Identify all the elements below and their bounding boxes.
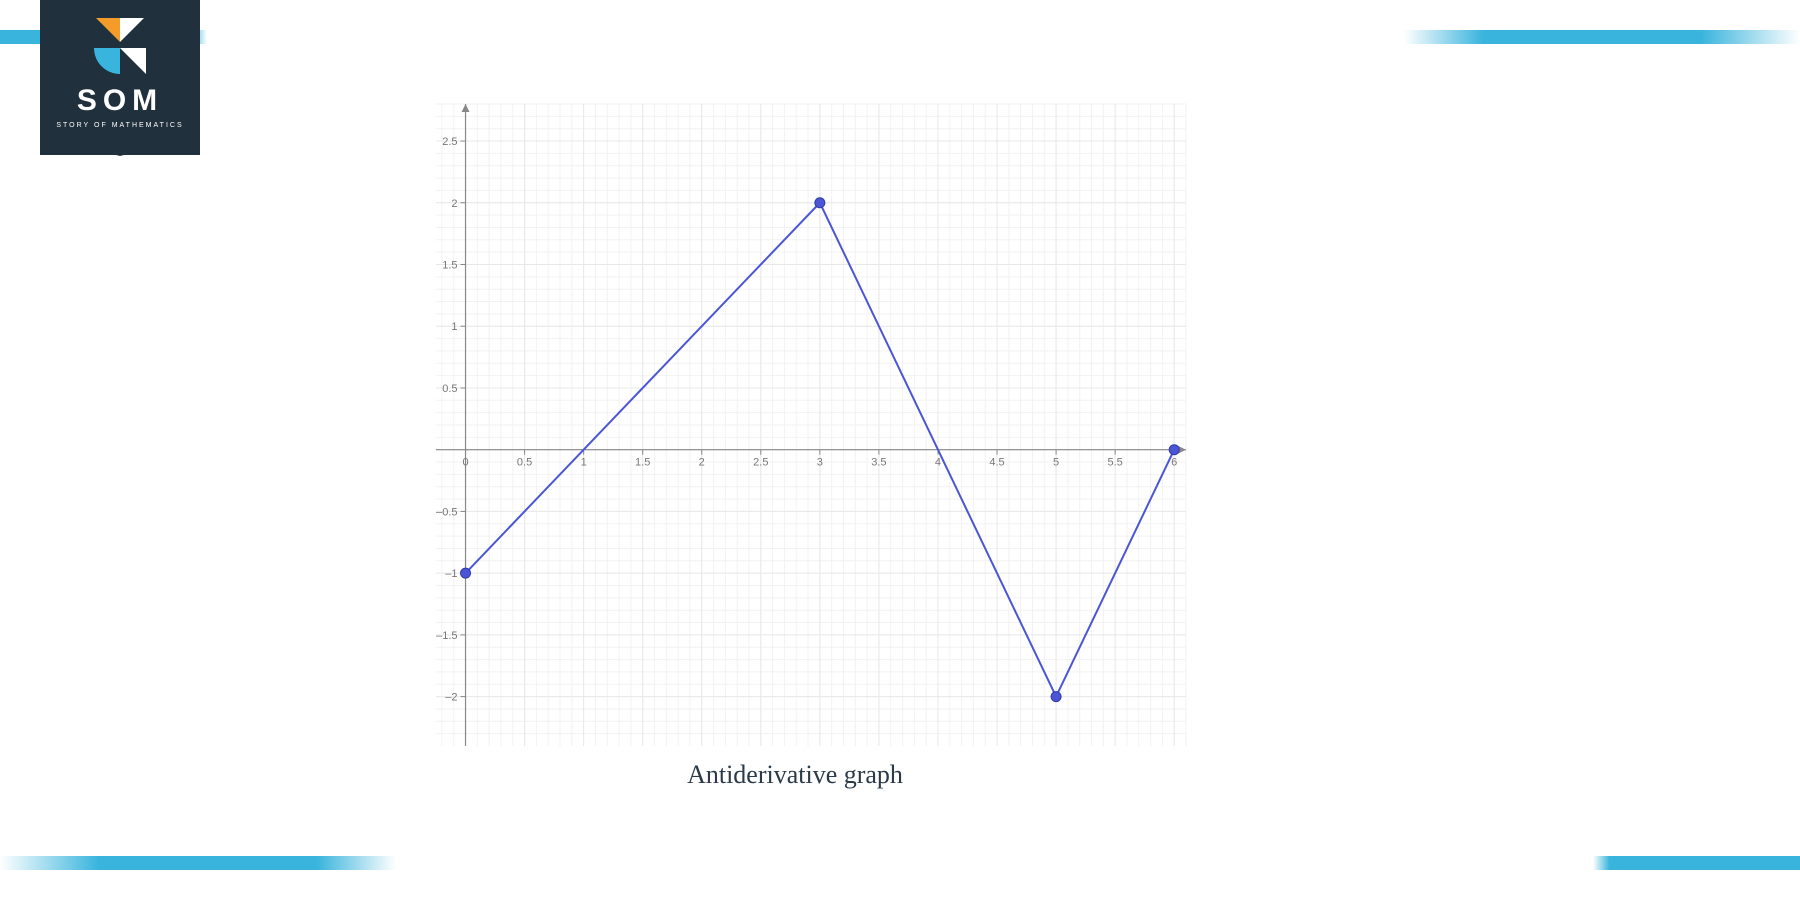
svg-text:1.5: 1.5 [635,457,650,469]
svg-text:5.5: 5.5 [1107,457,1122,469]
svg-text:3: 3 [817,457,823,469]
svg-text:–2: –2 [445,692,457,704]
svg-text:2.5: 2.5 [442,136,457,148]
badge-body: SOM STORY OF MATHEMATICS [40,0,200,155]
svg-text:2.5: 2.5 [753,457,768,469]
svg-text:–1: –1 [445,568,457,580]
svg-text:4: 4 [935,457,941,469]
antiderivative-chart: 0 0.5 1 1.5 2 2.5 3 3.5 4 4.5 5 5.5 6 –2 –1.5 –1 –0.5 0.5… [400,100,1190,750]
svg-text:0: 0 [462,457,468,469]
svg-text:–1.5: –1.5 [436,630,457,642]
svg-text:6: 6 [1171,457,1177,469]
brand-name: SOM [40,84,200,118]
brand-tagline: STORY OF MATHEMATICS [40,122,200,129]
svg-text:–0.5: –0.5 [436,506,457,518]
svg-text:0.5: 0.5 [442,383,457,395]
svg-text:3.5: 3.5 [871,457,886,469]
brand-badge: SOM STORY OF MATHEMATICS [40,0,200,175]
badge-chevron [40,136,200,156]
svg-text:5: 5 [1053,457,1059,469]
svg-text:0.5: 0.5 [517,457,532,469]
svg-text:1: 1 [451,321,457,333]
top-bar-right [1404,30,1800,44]
brand-logo-icon [90,18,150,74]
top-accent-bar [0,30,1800,44]
chart-caption: Antiderivative graph [400,760,1190,790]
svg-text:1: 1 [581,457,587,469]
bottom-bar-right [1593,856,1800,870]
svg-text:2: 2 [451,198,457,210]
svg-text:2: 2 [699,457,705,469]
svg-text:4.5: 4.5 [989,457,1004,469]
bottom-bar-left [0,856,396,870]
chart-container: 0 0.5 1 1.5 2 2.5 3 3.5 4 4.5 5 5.5 6 –2 –1.5 –1 –0.5 0.5… [400,100,1190,790]
bottom-accent-bar [0,856,1800,870]
svg-text:1.5: 1.5 [442,260,457,272]
